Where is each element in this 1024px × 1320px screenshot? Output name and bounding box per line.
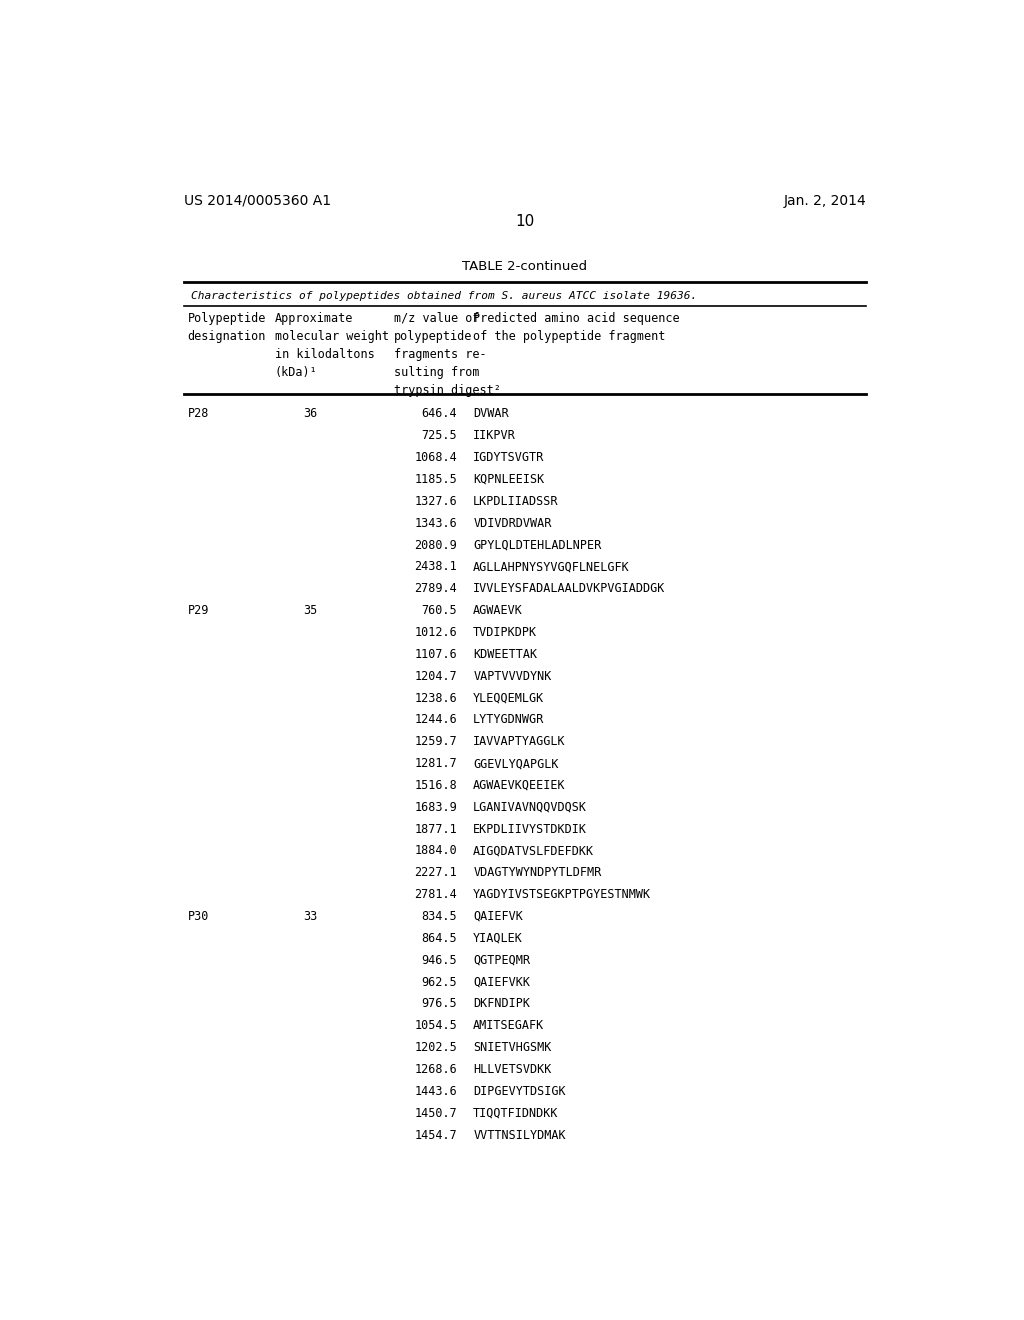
- Text: YLEQQEMLGK: YLEQQEMLGK: [473, 692, 545, 705]
- Text: 1244.6: 1244.6: [415, 713, 458, 726]
- Text: 725.5: 725.5: [422, 429, 458, 442]
- Text: AGLLAHPNYSYVGQFLNELGFK: AGLLAHPNYSYVGQFLNELGFK: [473, 561, 630, 573]
- Text: TVDIPKDPK: TVDIPKDPK: [473, 626, 538, 639]
- Text: QAIEFVKK: QAIEFVKK: [473, 975, 530, 989]
- Text: 1877.1: 1877.1: [415, 822, 458, 836]
- Text: 1343.6: 1343.6: [415, 516, 458, 529]
- Text: 2789.4: 2789.4: [415, 582, 458, 595]
- Text: P30: P30: [187, 909, 209, 923]
- Text: 33: 33: [303, 909, 317, 923]
- Text: 1238.6: 1238.6: [415, 692, 458, 705]
- Text: LGANIVAVNQQVDQSK: LGANIVAVNQQVDQSK: [473, 801, 587, 813]
- Text: 1516.8: 1516.8: [415, 779, 458, 792]
- Text: 1107.6: 1107.6: [415, 648, 458, 661]
- Text: AGWAEVK: AGWAEVK: [473, 605, 523, 616]
- Text: DKFNDIPK: DKFNDIPK: [473, 998, 530, 1010]
- Text: DVWAR: DVWAR: [473, 408, 509, 420]
- Text: 1054.5: 1054.5: [415, 1019, 458, 1032]
- Text: 1204.7: 1204.7: [415, 669, 458, 682]
- Text: VAPTVVVDYNK: VAPTVVVDYNK: [473, 669, 552, 682]
- Text: GGEVLYQAPGLK: GGEVLYQAPGLK: [473, 758, 559, 770]
- Text: Characteristics of polypeptides obtained from S. aureus ATCC isolate 19636.: Characteristics of polypeptides obtained…: [191, 290, 697, 301]
- Text: Jan. 2, 2014: Jan. 2, 2014: [783, 194, 866, 209]
- Text: 2227.1: 2227.1: [415, 866, 458, 879]
- Text: AMITSEGAFK: AMITSEGAFK: [473, 1019, 545, 1032]
- Text: IAVVAPTYAGGLK: IAVVAPTYAGGLK: [473, 735, 566, 748]
- Text: GPYLQLDTEHLADLNPER: GPYLQLDTEHLADLNPER: [473, 539, 601, 552]
- Text: 1443.6: 1443.6: [415, 1085, 458, 1098]
- Text: SNIETVHGSMK: SNIETVHGSMK: [473, 1041, 552, 1055]
- Text: HLLVETSVDKK: HLLVETSVDKK: [473, 1063, 552, 1076]
- Text: LKPDLIIADSSR: LKPDLIIADSSR: [473, 495, 559, 508]
- Text: IVVLEYSFADALAALDVKPVGIADDGK: IVVLEYSFADALAALDVKPVGIADDGK: [473, 582, 666, 595]
- Text: 1259.7: 1259.7: [415, 735, 458, 748]
- Text: VVTTNSILYDMAK: VVTTNSILYDMAK: [473, 1129, 566, 1142]
- Text: 646.4: 646.4: [422, 408, 458, 420]
- Text: 2080.9: 2080.9: [415, 539, 458, 552]
- Text: P28: P28: [187, 408, 209, 420]
- Text: 1268.6: 1268.6: [415, 1063, 458, 1076]
- Text: TABLE 2-continued: TABLE 2-continued: [462, 260, 588, 273]
- Text: 834.5: 834.5: [422, 909, 458, 923]
- Text: DIPGEVYTDSIGK: DIPGEVYTDSIGK: [473, 1085, 566, 1098]
- Text: 1450.7: 1450.7: [415, 1106, 458, 1119]
- Text: 10: 10: [515, 214, 535, 230]
- Text: 1683.9: 1683.9: [415, 801, 458, 813]
- Text: 1454.7: 1454.7: [415, 1129, 458, 1142]
- Text: Polypeptide
designation: Polypeptide designation: [187, 312, 266, 343]
- Text: 35: 35: [303, 605, 317, 616]
- Text: 1884.0: 1884.0: [415, 845, 458, 858]
- Text: 864.5: 864.5: [422, 932, 458, 945]
- Text: AGWAEVKQEEIEK: AGWAEVKQEEIEK: [473, 779, 566, 792]
- Text: 1281.7: 1281.7: [415, 758, 458, 770]
- Text: VDAGTYWYNDPYTLDFMR: VDAGTYWYNDPYTLDFMR: [473, 866, 601, 879]
- Text: TIQQTFIDNDKK: TIQQTFIDNDKK: [473, 1106, 559, 1119]
- Text: 946.5: 946.5: [422, 954, 458, 966]
- Text: EKPDLIIVYSTDKDIK: EKPDLIIVYSTDKDIK: [473, 822, 587, 836]
- Text: YIAQLEK: YIAQLEK: [473, 932, 523, 945]
- Text: KDWEETTAK: KDWEETTAK: [473, 648, 538, 661]
- Text: VDIVDRDVWAR: VDIVDRDVWAR: [473, 516, 552, 529]
- Text: 976.5: 976.5: [422, 998, 458, 1010]
- Text: Approximate
molecular weight
in kilodaltons
(kDa)¹: Approximate molecular weight in kilodalt…: [274, 312, 389, 379]
- Text: IGDYTSVGTR: IGDYTSVGTR: [473, 451, 545, 465]
- Text: 1012.6: 1012.6: [415, 626, 458, 639]
- Text: YAGDYIVSTSEGKPTPGYESTNMWK: YAGDYIVSTSEGKPTPGYESTNMWK: [473, 888, 651, 902]
- Text: KQPNLEEISK: KQPNLEEISK: [473, 473, 545, 486]
- Text: 1185.5: 1185.5: [415, 473, 458, 486]
- Text: 1202.5: 1202.5: [415, 1041, 458, 1055]
- Text: US 2014/0005360 A1: US 2014/0005360 A1: [183, 194, 331, 209]
- Text: 1327.6: 1327.6: [415, 495, 458, 508]
- Text: 2781.4: 2781.4: [415, 888, 458, 902]
- Text: AIGQDATVSLFDEFDKK: AIGQDATVSLFDEFDKK: [473, 845, 594, 858]
- Text: LYTYGDNWGR: LYTYGDNWGR: [473, 713, 545, 726]
- Text: QAIEFVK: QAIEFVK: [473, 909, 523, 923]
- Text: Predicted amino acid sequence
of the polypeptide fragment: Predicted amino acid sequence of the pol…: [473, 312, 680, 343]
- Text: IIKPVR: IIKPVR: [473, 429, 516, 442]
- Text: QGTPEQMR: QGTPEQMR: [473, 954, 530, 966]
- Text: 760.5: 760.5: [422, 605, 458, 616]
- Text: 962.5: 962.5: [422, 975, 458, 989]
- Text: 2438.1: 2438.1: [415, 561, 458, 573]
- Text: 1068.4: 1068.4: [415, 451, 458, 465]
- Text: 36: 36: [303, 408, 317, 420]
- Text: m/z value of
polypeptide
fragments re-
sulting from
trypsin digest²: m/z value of polypeptide fragments re- s…: [394, 312, 501, 397]
- Text: P29: P29: [187, 605, 209, 616]
